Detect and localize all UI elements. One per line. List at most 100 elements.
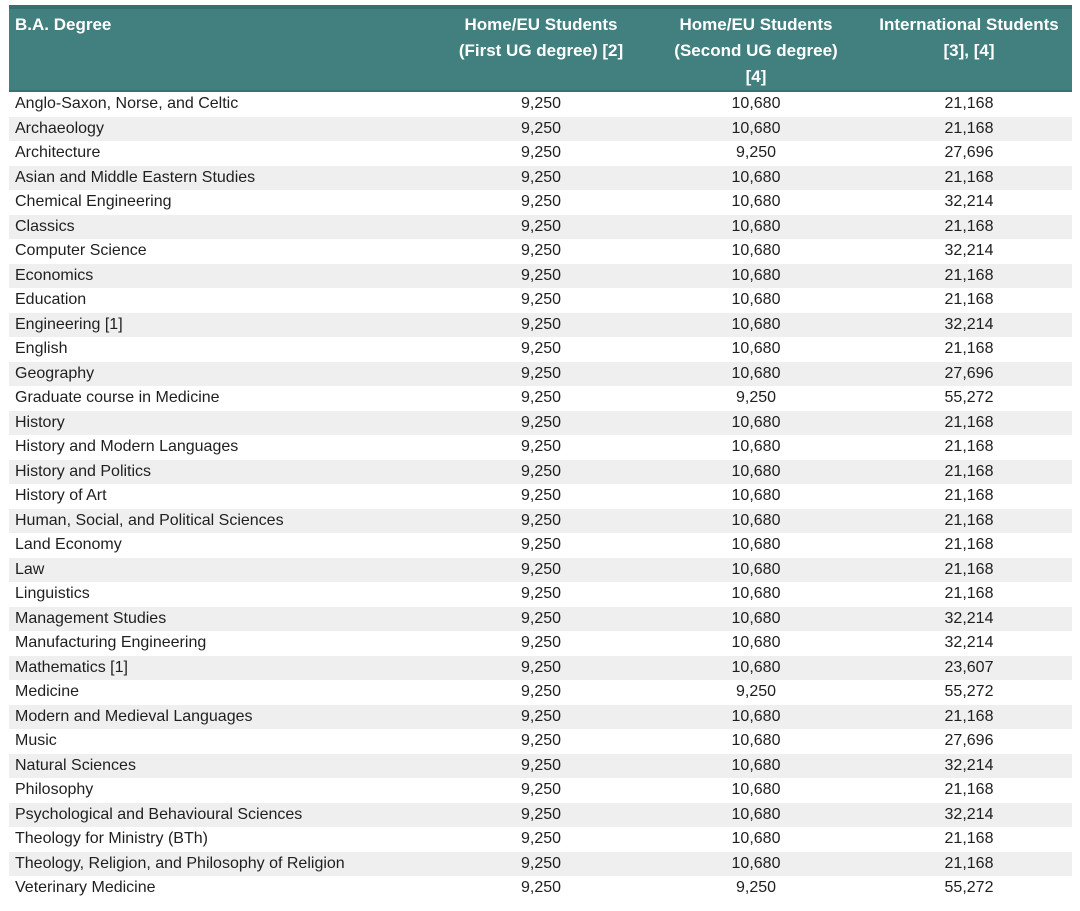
table-row: History and Politics 9,250 10,680 21,168 [9, 459, 1072, 484]
second-ug-fee-cell: 10,680 [731, 707, 781, 725]
second-ug-fee-cell: 10,680 [731, 609, 781, 627]
degree-cell: Law [15, 560, 45, 578]
first-ug-fee-cell: 9,250 [520, 462, 562, 480]
degree-cell: Modern and Medieval Languages [15, 707, 253, 725]
table-row: Geography 9,250 10,680 27,696 [9, 361, 1072, 386]
degree-cell: Theology for Ministry (BTh) [15, 830, 208, 847]
international-fee-cell: 21,168 [944, 266, 994, 284]
second-ug-fee-cell: 10,680 [731, 242, 781, 259]
second-ug-fee-cell: 10,680 [731, 511, 781, 529]
international-fee-cell: 21,168 [944, 585, 994, 602]
international-fee-cell: 27,696 [944, 144, 994, 161]
international-fee-cell: 21,168 [944, 854, 994, 872]
international-fee-cell: 21,168 [944, 413, 994, 431]
first-ug-fee-cell: 9,250 [520, 389, 562, 406]
table-row: Anglo-Saxon, Norse, and Celtic 9,250 10,68… [9, 91, 1072, 117]
second-ug-fee-cell: 10,680 [731, 830, 781, 847]
degree-cell: Architecture [15, 144, 101, 161]
degree-cell: History of Art [15, 487, 107, 504]
degree-cell: Mathematics [1] [15, 658, 128, 676]
degree-cell: Management Studies [15, 609, 167, 627]
second-ug-fee-cell: 10,680 [731, 781, 781, 798]
international-fee-cell: 55,272 [944, 683, 994, 700]
first-ug-fee-cell: 9,250 [520, 732, 562, 749]
international-fee-cell: 23,607 [944, 658, 994, 676]
second-ug-fee-cell: 10,680 [731, 536, 781, 553]
international-fee-cell: 21,168 [944, 462, 994, 480]
first-ug-fee-cell: 9,250 [520, 658, 562, 676]
table-row: Philosophy 9,250 10,680 21,168 [9, 778, 1072, 803]
first-ug-fee-cell: 9,250 [520, 340, 562, 357]
degree-cell: English [15, 340, 68, 357]
first-ug-fee-cell: 9,250 [520, 487, 562, 504]
table-row: Computer Science 9,250 10,680 32,214 [9, 239, 1072, 264]
degree-cell: Medicine [15, 683, 80, 700]
second-ug-fee-cell: 10,680 [731, 168, 781, 186]
first-ug-fee-cell: 9,250 [520, 144, 562, 161]
first-ug-fee-cell: 9,250 [520, 781, 562, 798]
first-ug-fee-cell: 9,250 [520, 364, 562, 382]
fees-table-header: B.A. Degree Home/EU Students (First UG d… [9, 5, 1072, 92]
table-row: Classics 9,250 10,680 21,168 [9, 214, 1072, 239]
second-ug-fee-cell: 10,680 [731, 315, 781, 333]
international-fee-cell: 32,214 [944, 193, 994, 210]
table-row: Mathematics [1] 9,250 10,680 23,607 [9, 655, 1072, 680]
column-header-second-ug: Home/EU Students (Second UG degree) [4] [646, 5, 866, 92]
first-ug-fee-cell: 9,250 [520, 560, 562, 578]
table-row: Law 9,250 10,680 21,168 [9, 557, 1072, 582]
second-ug-fee-cell: 10,680 [731, 585, 781, 602]
table-row: Education 9,250 10,680 21,168 [9, 288, 1072, 313]
table-row: Veterinary Medicine 9,250 9,250 55,272 [9, 876, 1072, 901]
degree-cell: Natural Sciences [15, 756, 136, 774]
table-row: Economics 9,250 10,680 21,168 [9, 263, 1072, 288]
degree-cell: Computer Science [15, 242, 147, 259]
international-fee-cell: 32,214 [944, 609, 994, 627]
first-ug-fee-cell: 9,250 [520, 95, 562, 112]
degree-cell: History and Politics [15, 462, 152, 480]
degree-cell: Human, Social, and Political Sciences [15, 511, 284, 529]
table-row: Music 9,250 10,680 27,696 [9, 729, 1072, 754]
degree-cell: Music [15, 732, 57, 749]
international-fee-cell: 21,168 [944, 119, 994, 137]
fees-table-body: Anglo-Saxon, Norse, and Celtic 9,250 10,68… [9, 91, 1072, 901]
table-row: Land Economy 9,250 10,680 21,168 [9, 533, 1072, 558]
international-fee-cell: 21,168 [944, 95, 994, 112]
first-ug-fee-cell: 9,250 [520, 830, 562, 847]
second-ug-fee-cell: 10,680 [731, 413, 781, 431]
second-ug-fee-cell: 10,680 [731, 438, 781, 455]
first-ug-fee-cell: 9,250 [520, 438, 562, 455]
degree-cell: Graduate course in Medicine [15, 389, 220, 406]
table-row: Architecture 9,250 9,250 27,696 [9, 141, 1072, 166]
header-row: B.A. Degree Home/EU Students (First UG d… [9, 5, 1072, 92]
degree-cell: Classics [15, 217, 75, 235]
international-fee-cell: 32,214 [944, 634, 994, 651]
first-ug-fee-cell: 9,250 [520, 585, 562, 602]
table-row: Psychological and Behavioural Sciences 9,… [9, 802, 1072, 827]
degree-cell: Veterinary Medicine [15, 879, 156, 896]
second-ug-fee-cell: 10,680 [731, 634, 781, 651]
first-ug-fee-cell: 9,250 [520, 634, 562, 651]
second-ug-fee-cell: 10,680 [731, 756, 781, 774]
second-ug-fee-cell: 9,250 [735, 683, 777, 700]
column-header-international: International Students [3], [4] [866, 5, 1072, 92]
international-fee-cell: 21,168 [944, 781, 994, 798]
first-ug-fee-cell: 9,250 [520, 707, 562, 725]
table-row: Natural Sciences 9,250 10,680 32,214 [9, 753, 1072, 778]
international-fee-cell: 21,168 [944, 487, 994, 504]
international-fee-cell: 32,214 [944, 756, 994, 774]
international-fee-cell: 55,272 [944, 879, 994, 896]
first-ug-fee-cell: 9,250 [520, 168, 562, 186]
second-ug-fee-cell: 10,680 [731, 364, 781, 382]
international-fee-cell: 21,168 [944, 340, 994, 357]
first-ug-fee-cell: 9,250 [520, 756, 562, 774]
column-header-first-ug: Home/EU Students (First UG degree) [2] [436, 5, 646, 92]
table-row: Asian and Middle Eastern Studies 9,250 10,… [9, 165, 1072, 190]
degree-cell: Land Economy [15, 536, 122, 553]
second-ug-fee-cell: 10,680 [731, 193, 781, 210]
table-row: Graduate course in Medicine 9,250 9,250 55,… [9, 386, 1072, 411]
degree-cell: Manufacturing Engineering [15, 634, 207, 651]
degree-cell: Linguistics [15, 585, 90, 602]
second-ug-fee-cell: 10,680 [731, 854, 781, 872]
international-fee-cell: 21,168 [944, 291, 994, 308]
first-ug-fee-cell: 9,250 [520, 119, 562, 137]
